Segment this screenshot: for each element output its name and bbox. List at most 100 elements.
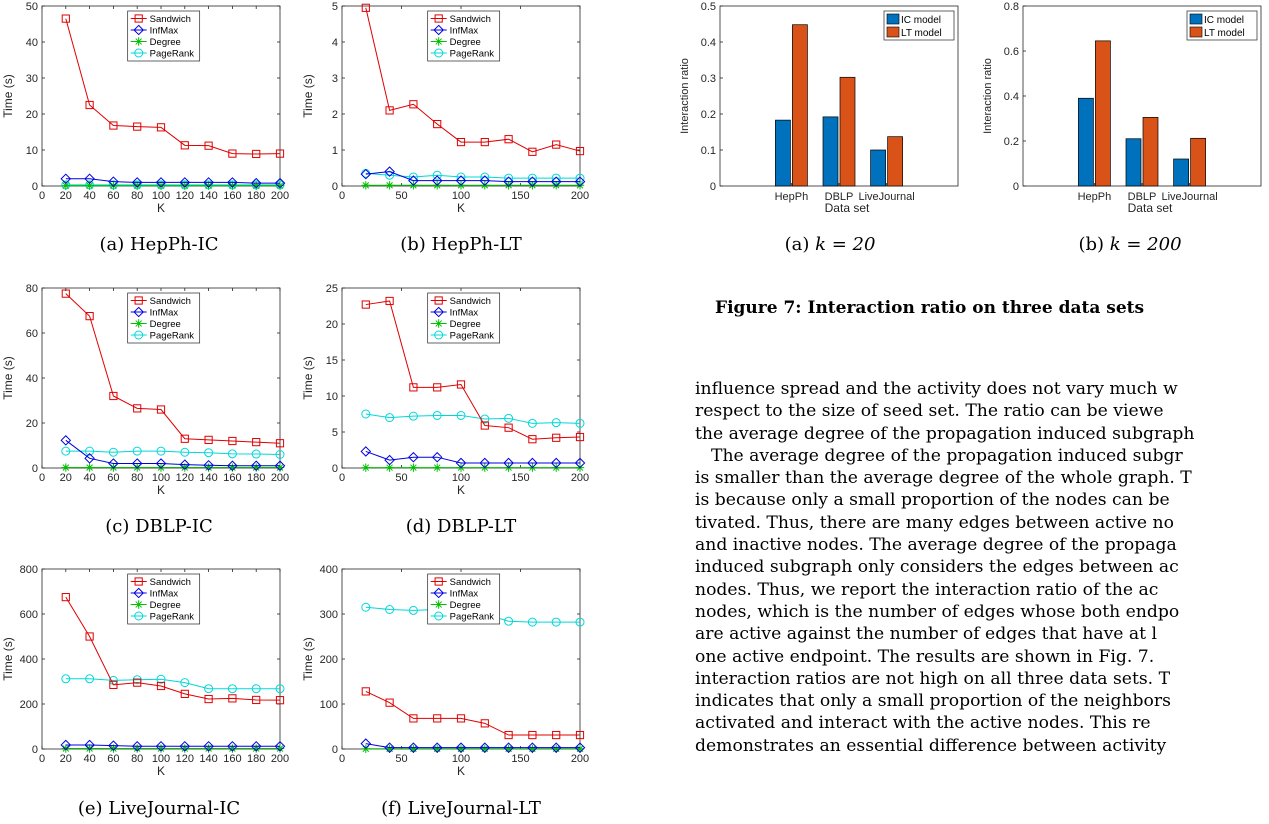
x-tick-label: 40 [83, 190, 95, 202]
data-point [133, 678, 142, 687]
y-axis-label: Time (s) [1, 356, 15, 400]
series-infmax [360, 446, 586, 469]
x-tick-label: 200 [271, 753, 289, 765]
y-axis-label: Time (s) [1, 637, 15, 681]
data-point [528, 147, 537, 156]
legend-marker [434, 611, 444, 621]
data-point [131, 177, 143, 188]
data-point [228, 181, 237, 190]
y-tick-label: 0 [32, 463, 38, 475]
x-tick-label: 60 [107, 190, 119, 202]
data-point [85, 632, 94, 641]
x-tick-label: 180 [247, 190, 265, 202]
series-degree [361, 744, 585, 753]
legend: IC model LT model [1186, 10, 1258, 41]
caption-b-hepph-lt: (b) HepPh-LT [400, 234, 522, 255]
x-tick-label: 0 [339, 190, 345, 202]
y-tick-label: 4 [332, 37, 338, 49]
bar-ic-model-hepph [775, 119, 791, 187]
legend-marker [134, 600, 143, 609]
data-point [180, 689, 189, 698]
data-point [385, 106, 394, 115]
x-tick-label: 0 [339, 753, 345, 765]
y-tick-label: 0.4 [1004, 91, 1019, 103]
data-point [360, 738, 372, 749]
data-point [433, 119, 442, 129]
series-infmax [60, 173, 286, 189]
data-point [361, 300, 370, 309]
legend-label: InfMax [150, 26, 179, 37]
data-point [204, 684, 214, 694]
x-tick-label: 160 [223, 190, 241, 202]
data-point [574, 176, 586, 187]
x-axis-label: K [157, 201, 165, 215]
series-sandwich [361, 296, 585, 444]
x-tick-label: 150 [511, 190, 529, 202]
figure7-caption: Figure 7: Interaction ratio on three dat… [715, 298, 1145, 318]
body-line: induced subgraph only considers the edge… [695, 557, 1179, 578]
data-point [431, 175, 443, 186]
data-point [61, 14, 70, 23]
data-point [552, 730, 561, 740]
y-tick-label: 60 [26, 328, 38, 340]
series-line [365, 450, 580, 464]
data-point [228, 463, 237, 472]
x-tick-label: 80 [131, 472, 143, 484]
data-point [109, 680, 118, 689]
legend-marker [134, 319, 143, 328]
data-point [227, 177, 238, 188]
bar-ic-model-dblp [822, 116, 839, 187]
data-point [84, 739, 95, 751]
x-tick-label: 140 [199, 472, 217, 484]
y-tick-label: 2 [332, 109, 338, 121]
caption-e-livejournal-ic: (e) LiveJournal-IC [77, 798, 241, 819]
x-axis-label: K [157, 483, 165, 497]
legend-marker [134, 296, 143, 305]
data-point [409, 463, 418, 472]
y-tick-label: 80 [26, 283, 38, 295]
series-sandwich [361, 687, 585, 740]
data-point [361, 3, 370, 12]
data-point [456, 410, 466, 420]
x-tick-label: HepPh [775, 191, 809, 203]
body-line: nodes, which is the number of edges whos… [695, 601, 1180, 622]
data-point [155, 458, 167, 469]
x-tick-label: 200 [571, 190, 589, 202]
x-tick-label: 80 [131, 190, 143, 202]
data-point [156, 446, 166, 456]
bar-ic-model-livejournal [870, 149, 886, 187]
data-point [409, 744, 418, 753]
legend-marker [134, 14, 143, 23]
x-tick-label: 0 [39, 472, 45, 484]
series-infmax [360, 738, 586, 753]
legend-label: Sandwich [150, 577, 191, 588]
y-tick-label: 0 [332, 181, 338, 193]
data-point [456, 380, 466, 389]
data-point [156, 744, 166, 753]
data-point [408, 175, 419, 186]
series-line [365, 171, 580, 183]
data-point [108, 458, 119, 469]
bar-chart-k20: 0 0.1 0.2 0.3 0.4 0.5 HepPh DBLP LiveJournal Data… [672, 0, 972, 230]
data-point [61, 674, 71, 684]
data-point [385, 698, 394, 707]
data-point [433, 714, 442, 723]
x-tick-label: 120 [176, 753, 194, 765]
legend-swatch [886, 26, 900, 38]
legend-swatch [1189, 26, 1203, 38]
data-point [204, 141, 213, 150]
data-point [360, 446, 372, 457]
data-point [203, 177, 214, 188]
data-point [252, 744, 261, 753]
legend-label: PageRank [450, 612, 495, 623]
data-point [131, 740, 143, 752]
x-tick-label: 50 [395, 753, 407, 765]
series-line [65, 293, 281, 444]
body-line: demonstrates an essential difference bet… [695, 735, 1167, 756]
y-tick-label: 5 [332, 1, 338, 13]
data-point [385, 181, 394, 190]
x-axis-label: Data set [1128, 201, 1173, 215]
y-tick-label: 600 [20, 609, 38, 621]
data-point [108, 447, 118, 457]
